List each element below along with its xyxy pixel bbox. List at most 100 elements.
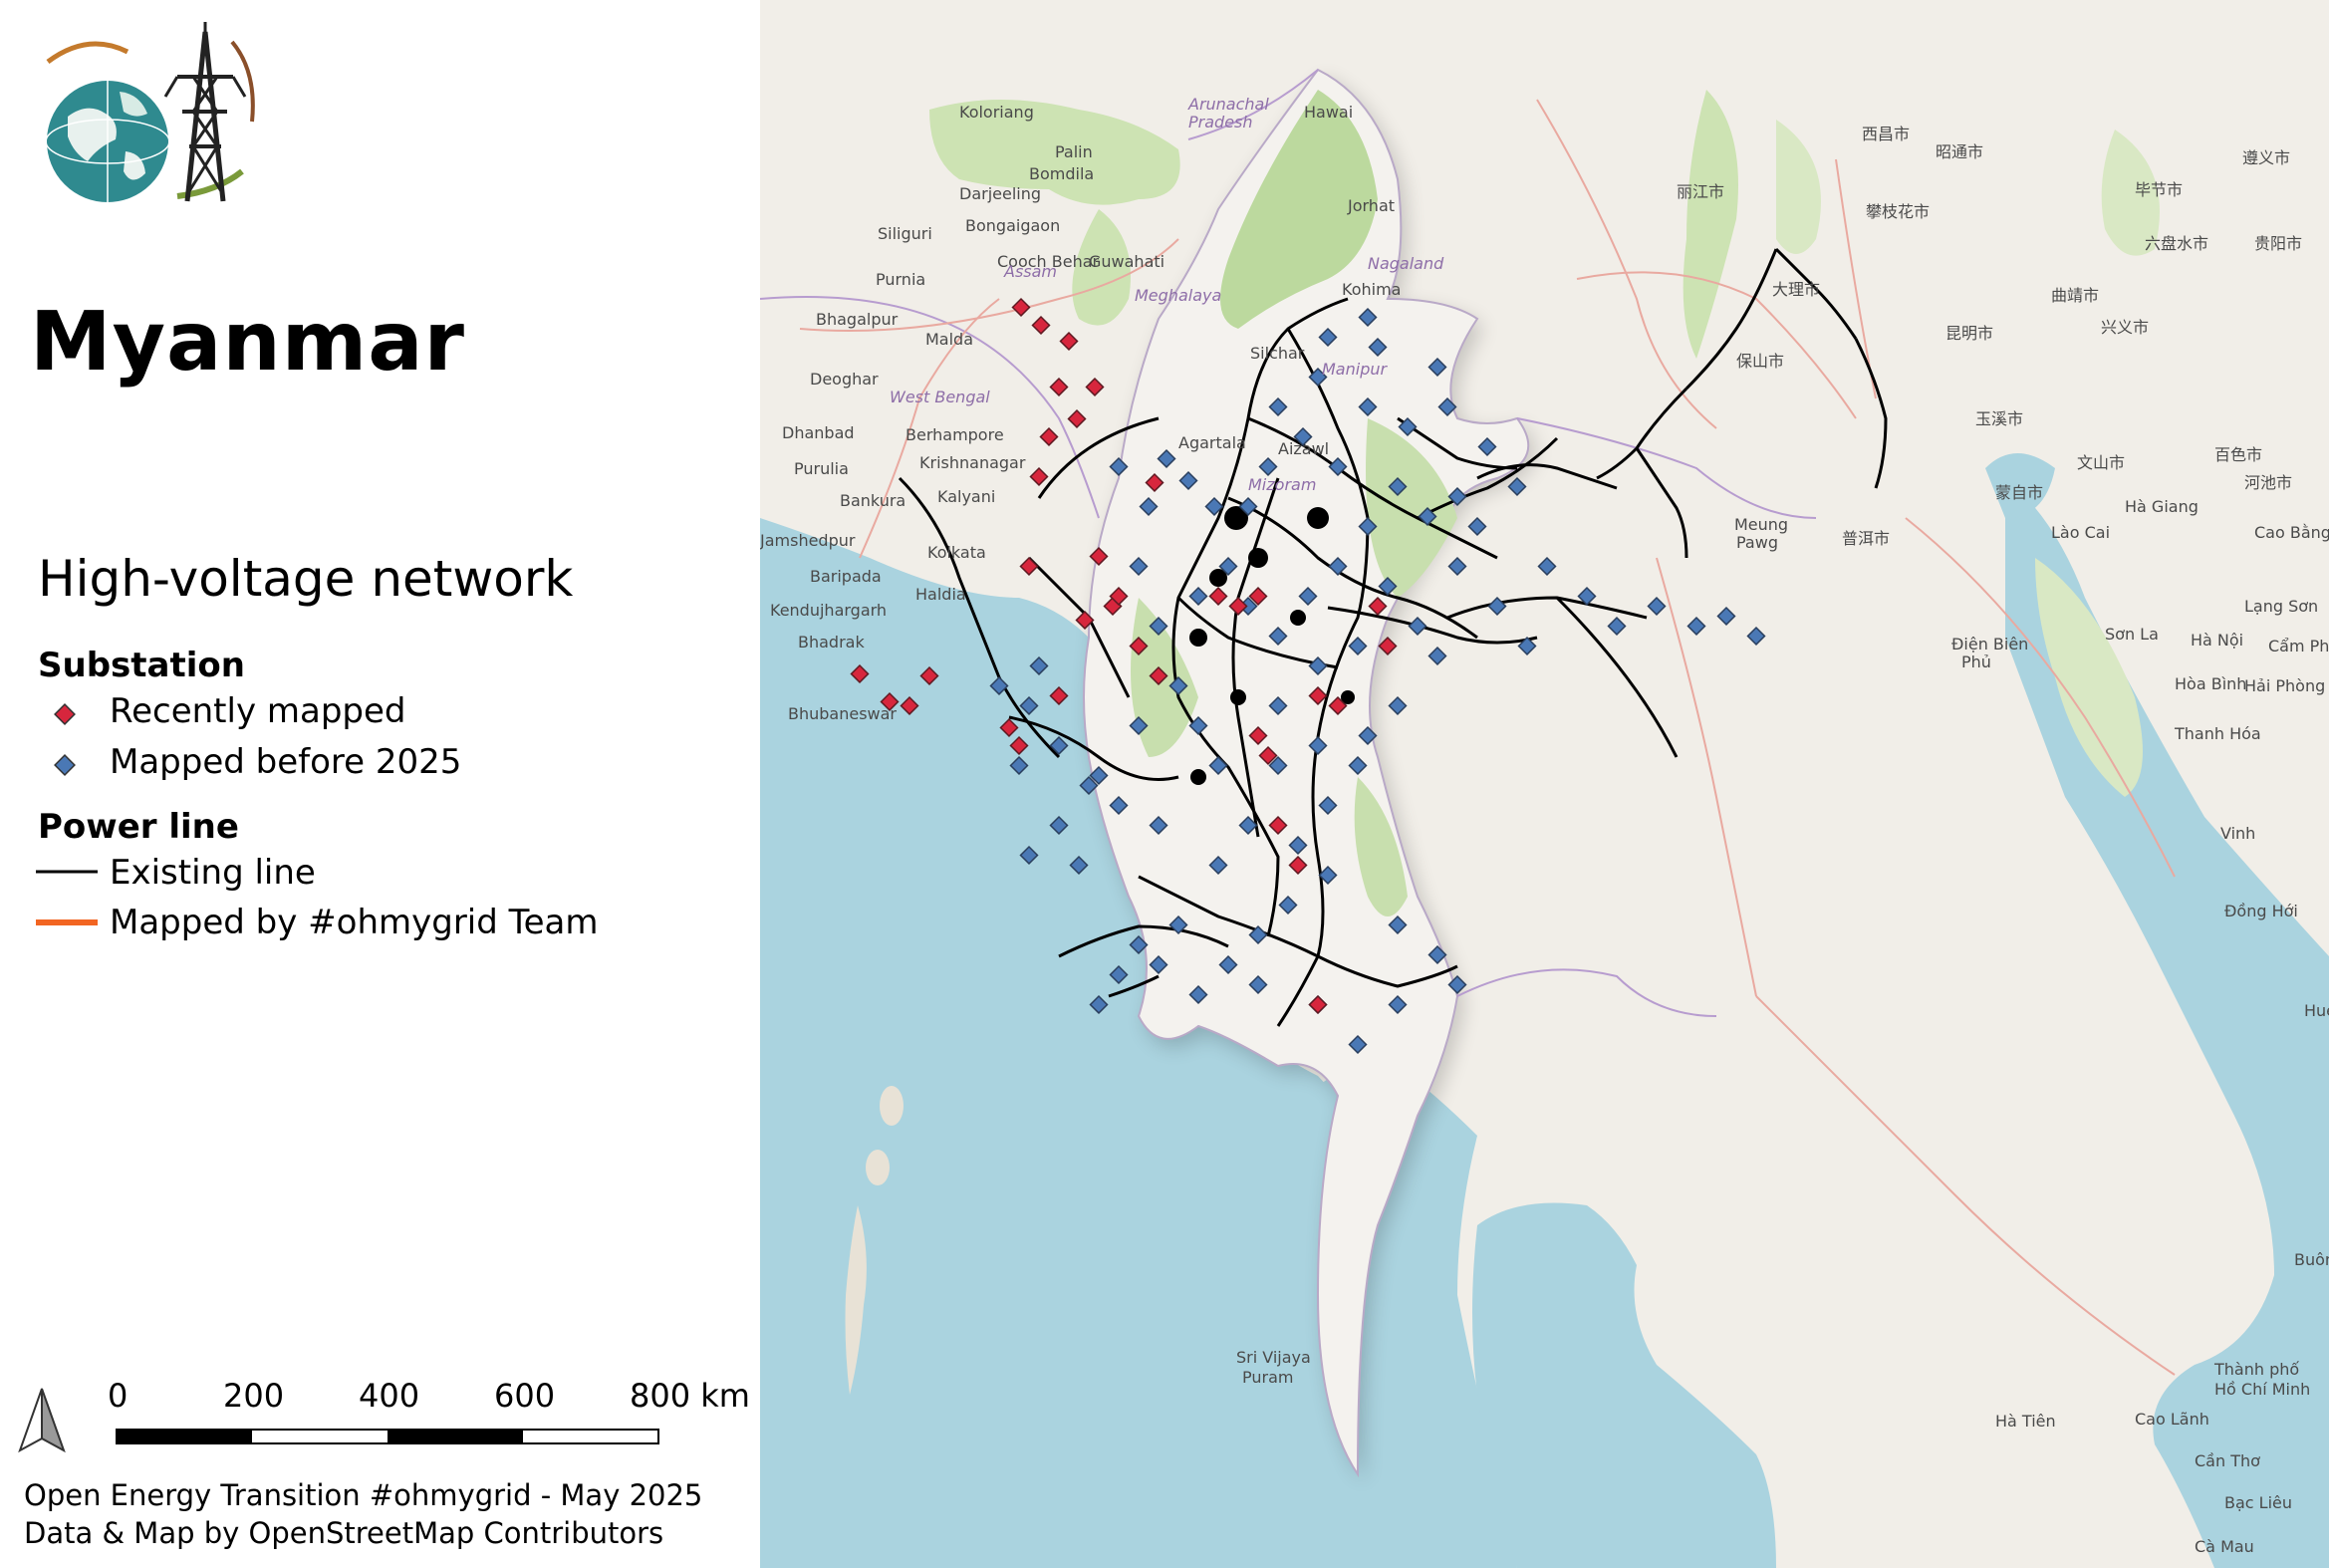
legend-recent-label: Recently mapped (110, 691, 406, 731)
before-substation-symbol (54, 754, 76, 776)
svg-text:保山市: 保山市 (1736, 352, 1784, 371)
svg-text:遵义市: 遵义市 (2242, 148, 2290, 167)
svg-text:Guwahati: Guwahati (1089, 252, 1164, 271)
svg-text:Bongaigaon: Bongaigaon (965, 216, 1060, 235)
svg-text:Krishnanagar: Krishnanagar (919, 453, 1026, 472)
svg-text:Thành phố: Thành phố (2213, 1360, 2299, 1379)
svg-text:Jorhat: Jorhat (1347, 196, 1395, 215)
gulf-of-thailand (1472, 1202, 1776, 1568)
svg-text:Sri Vijaya: Sri Vijaya (1236, 1348, 1311, 1367)
svg-text:Palin: Palin (1055, 142, 1093, 161)
svg-text:Baripada: Baripada (810, 567, 882, 586)
svg-text:Pradesh: Pradesh (1188, 113, 1253, 131)
scale-tick-0: 0 (108, 1377, 129, 1415)
svg-text:Purulia: Purulia (794, 459, 849, 478)
svg-text:Purnia: Purnia (876, 270, 925, 289)
map-label-koloriang: Koloriang (959, 103, 1034, 122)
svg-text:Manipur: Manipur (1322, 360, 1388, 379)
svg-text:百色市: 百色市 (2214, 445, 2262, 464)
svg-text:Assam: Assam (1003, 262, 1057, 281)
svg-text:Deoghar: Deoghar (810, 370, 879, 389)
svg-text:Thanh Hóa: Thanh Hóa (2174, 724, 2261, 743)
svg-text:Cooch Behar: Cooch Behar (997, 252, 1100, 271)
svg-text:曲靖市: 曲靖市 (2051, 286, 2099, 305)
svg-text:文山市: 文山市 (2077, 453, 2125, 472)
credit-line-2: Data & Map by OpenStreetMap Contributors (24, 1516, 664, 1550)
svg-text:Hồ Chí Minh: Hồ Chí Minh (2214, 1380, 2310, 1399)
svg-text:Haldia: Haldia (915, 585, 966, 604)
svg-text:Puram: Puram (1242, 1368, 1293, 1387)
svg-text:Cao Lãnh: Cao Lãnh (2135, 1410, 2209, 1429)
svg-text:Cần Thơ: Cần Thơ (2195, 1451, 2260, 1470)
svg-text:大理市: 大理市 (1772, 280, 1820, 299)
svg-text:Agartala: Agartala (1178, 433, 1246, 452)
north-arrow-icon (18, 1388, 66, 1453)
svg-text:Darjeeling: Darjeeling (959, 184, 1041, 203)
svg-text:Pawg: Pawg (1736, 533, 1778, 552)
svg-text:Dhanbad: Dhanbad (782, 423, 855, 442)
svg-text:玉溪市: 玉溪市 (1975, 409, 2023, 428)
svg-text:Bhadrak: Bhadrak (798, 633, 865, 652)
svg-text:西昌市: 西昌市 (1862, 125, 1910, 143)
svg-text:蒙自市: 蒙自市 (1995, 483, 2043, 502)
svg-text:Điện Biên: Điện Biên (1951, 635, 2028, 653)
svg-text:Phủ: Phủ (1961, 653, 1991, 671)
scale-bar (116, 1429, 659, 1444)
svg-text:West Bengal: West Bengal (890, 388, 990, 406)
svg-text:Meung: Meung (1734, 515, 1788, 534)
svg-text:Bhubaneswar: Bhubaneswar (788, 704, 897, 723)
svg-text:Huế: Huế (2304, 1001, 2329, 1020)
svg-text:攀枝花市: 攀枝花市 (1866, 202, 1930, 221)
svg-text:Bankura: Bankura (840, 491, 906, 510)
ohmygrid-line-symbol (36, 919, 98, 925)
map-canvas[interactable]: Koloriang Arunachal Pradesh Hawai Palin … (760, 0, 2329, 1568)
svg-text:Berhampore: Berhampore (906, 425, 1004, 444)
svg-text:Hà Tiên: Hà Tiên (1995, 1412, 2056, 1431)
legend-powerline-heading: Power line (38, 807, 239, 847)
svg-text:昭通市: 昭通市 (1936, 142, 1983, 161)
recent-substation-symbol (54, 703, 76, 725)
svg-text:Lào Cai: Lào Cai (2051, 523, 2110, 542)
svg-text:Bhagalpur: Bhagalpur (816, 310, 899, 329)
map-title: Myanmar (30, 295, 465, 390)
svg-text:Kolkata: Kolkata (927, 543, 986, 562)
scale-tick-400: 400 (359, 1377, 420, 1415)
svg-text:Vinh: Vinh (2220, 824, 2255, 843)
svg-text:普洱市: 普洱市 (1842, 529, 1890, 548)
svg-text:Kendujhargarh: Kendujhargarh (770, 601, 887, 620)
svg-text:Bạc Liêu: Bạc Liêu (2224, 1493, 2292, 1512)
svg-text:Jamshedpur: Jamshedpur (760, 531, 856, 550)
svg-text:Buôn: Buôn (2294, 1250, 2329, 1269)
svg-text:Malda: Malda (925, 330, 973, 349)
scale-tick-800: 800 km (630, 1377, 750, 1415)
legend-ohmygrid-label: Mapped by #ohmygrid Team (110, 903, 599, 942)
svg-text:Cà Mau: Cà Mau (2195, 1537, 2254, 1556)
svg-text:Mizoram: Mizoram (1248, 475, 1316, 494)
svg-text:Cao Bằng: Cao Bằng (2254, 523, 2329, 542)
credit-line-1: Open Energy Transition #ohmygrid - May 2… (24, 1478, 703, 1512)
globe-transmission-tower-logo (45, 22, 255, 204)
svg-text:Hawai: Hawai (1304, 103, 1353, 122)
legend-panel: Myanmar High-voltage network Substation … (0, 0, 760, 1568)
svg-text:Đồng Hới: Đồng Hới (2224, 902, 2298, 920)
svg-text:Meghalaya: Meghalaya (1135, 286, 1221, 305)
svg-text:Siliguri: Siliguri (878, 224, 932, 243)
svg-text:Bomdila: Bomdila (1029, 164, 1094, 183)
svg-text:Sơn La: Sơn La (2105, 625, 2159, 644)
scale-tick-600: 600 (494, 1377, 556, 1415)
svg-text:Hà Giang: Hà Giang (2125, 497, 2199, 516)
myanmar-country (1083, 68, 1530, 1478)
svg-text:兴义市: 兴义市 (2101, 318, 2149, 337)
svg-text:Hà Nội: Hà Nội (2191, 631, 2243, 650)
svg-text:Nagaland: Nagaland (1368, 254, 1444, 273)
svg-text:Kalyani: Kalyani (937, 487, 995, 506)
existing-line-symbol (36, 870, 98, 874)
svg-text:河池市: 河池市 (2244, 473, 2292, 492)
myanmar-north-forest (1220, 90, 1378, 329)
svg-text:Lạng Sơn: Lạng Sơn (2244, 597, 2318, 616)
svg-text:Cẩm Phả: Cẩm Phả (2268, 637, 2329, 655)
svg-text:Silchar: Silchar (1250, 344, 1305, 363)
svg-text:Arunachal: Arunachal (1187, 95, 1269, 114)
svg-text:Hòa Bình: Hòa Bình (2175, 674, 2246, 693)
svg-text:毕节市: 毕节市 (2135, 180, 2183, 199)
